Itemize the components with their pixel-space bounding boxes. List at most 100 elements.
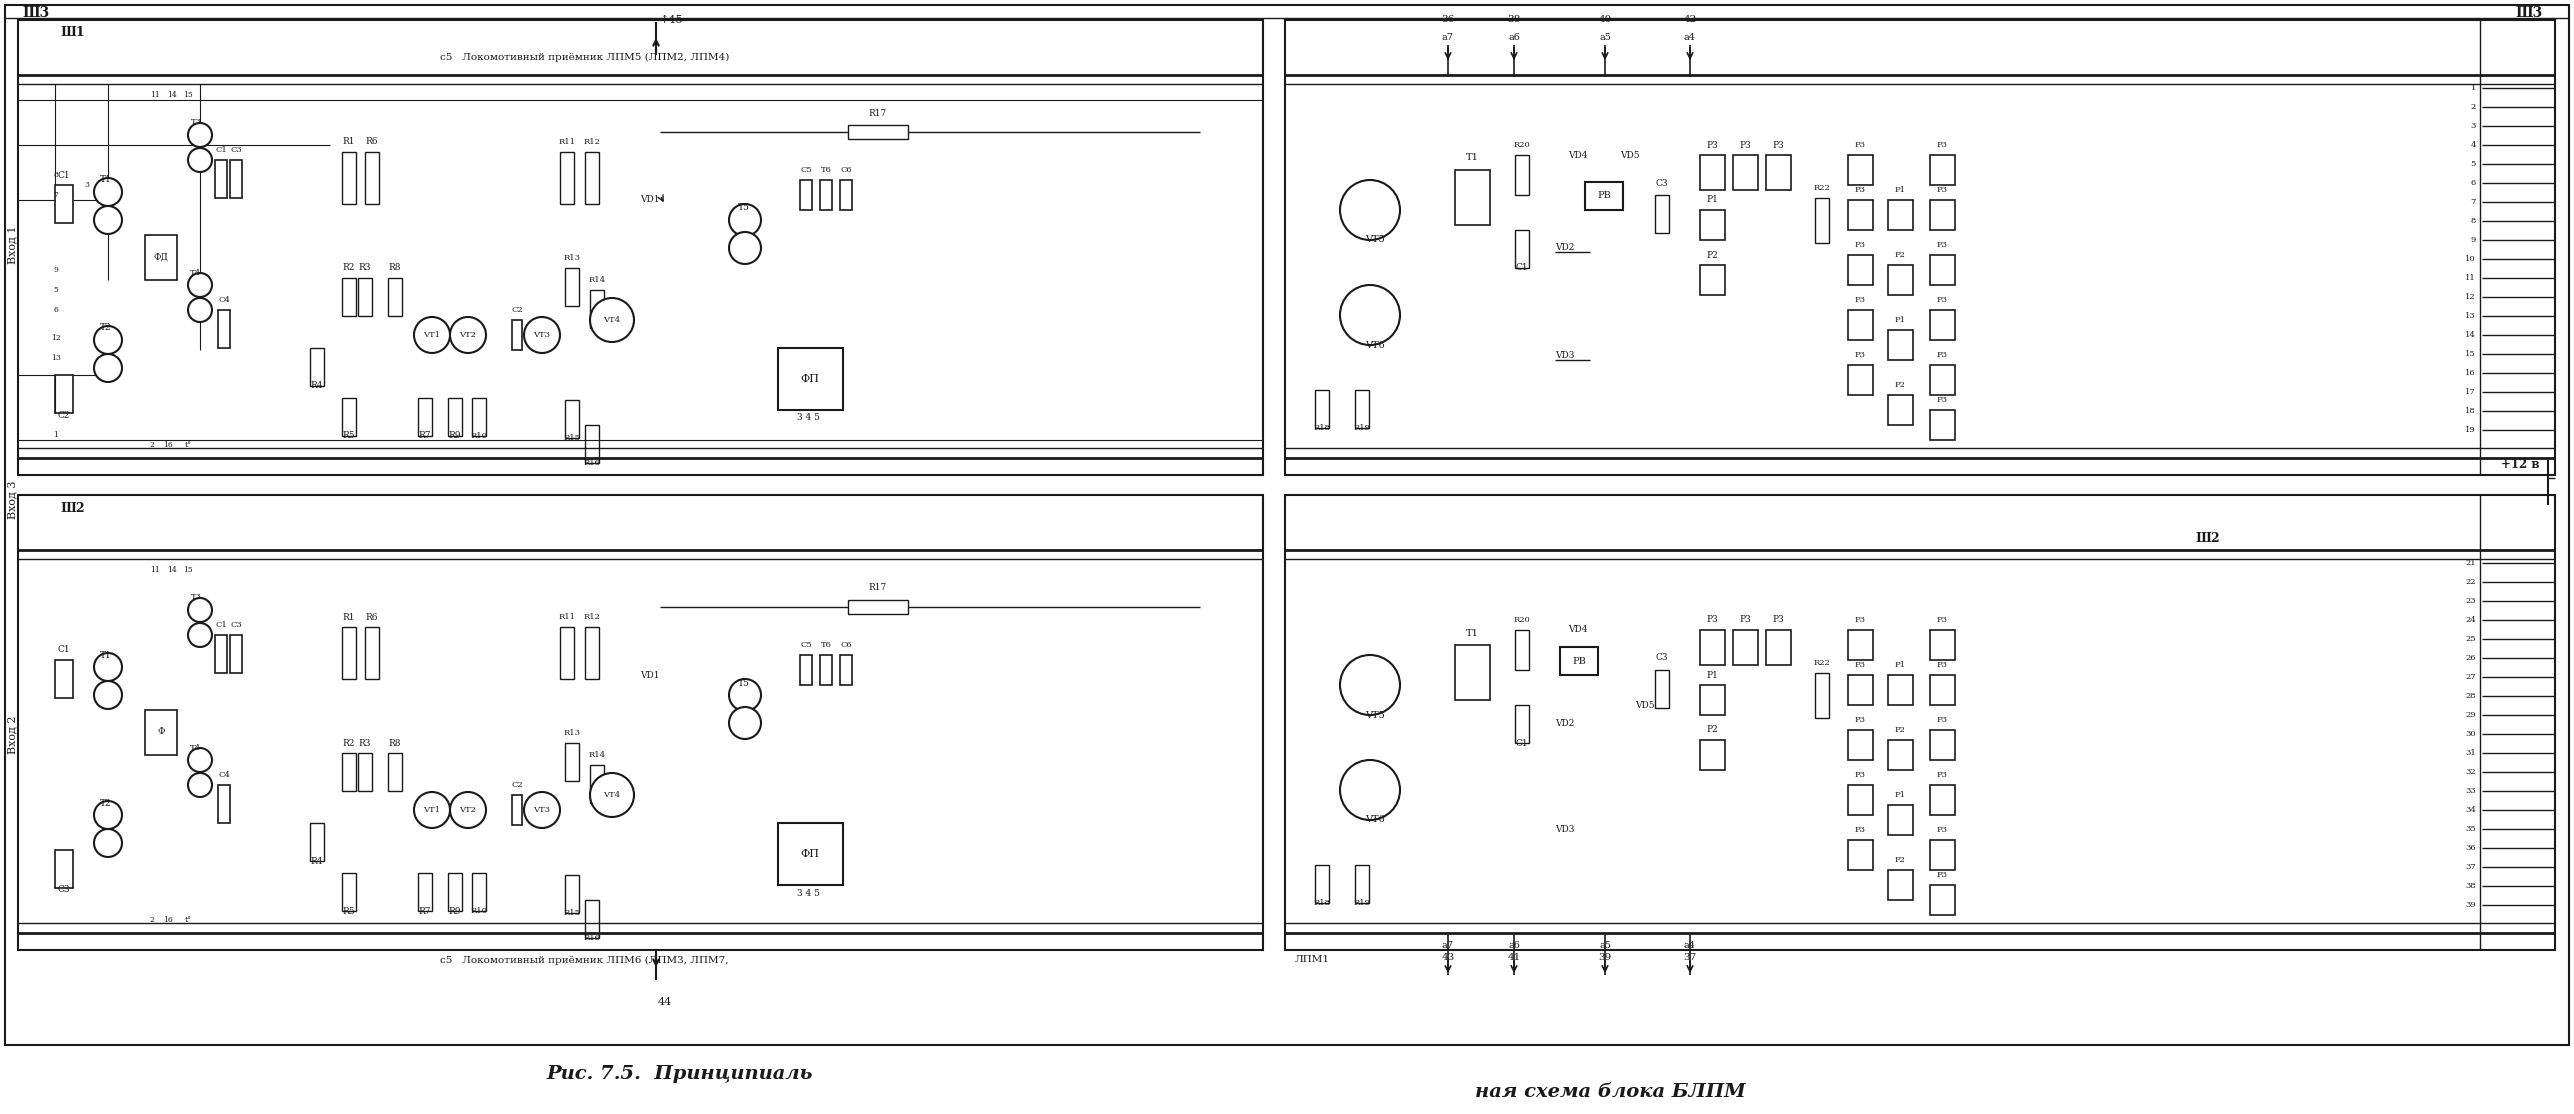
Bar <box>1848 840 1874 870</box>
Bar <box>1930 255 1956 285</box>
Text: 12: 12 <box>2466 293 2476 301</box>
Text: 13: 13 <box>2466 312 2476 320</box>
Bar <box>1516 229 1529 268</box>
Text: P3: P3 <box>1740 140 1750 149</box>
Text: 13: 13 <box>51 354 62 362</box>
Bar <box>1699 631 1725 665</box>
Text: с5   Локомотивный приёмник ЛПМ6 (ЛПМ3, ЛПМ7,: с5 Локомотивный приёмник ЛПМ6 (ЛПМ3, ЛПМ… <box>440 956 728 965</box>
Text: T4: T4 <box>190 744 201 752</box>
Bar <box>1887 740 1912 770</box>
Text: R6: R6 <box>366 613 378 622</box>
Text: 31: 31 <box>2466 749 2476 758</box>
Text: P3: P3 <box>1936 241 1949 250</box>
Text: P3: P3 <box>1853 716 1866 724</box>
Text: 15: 15 <box>183 91 193 99</box>
Text: P3: P3 <box>1853 616 1866 624</box>
Text: 11: 11 <box>2466 274 2476 282</box>
Bar <box>1354 864 1369 903</box>
Circle shape <box>450 792 486 828</box>
Bar <box>1354 390 1369 428</box>
Text: 3 4 5: 3 4 5 <box>798 889 821 898</box>
Text: R9: R9 <box>448 907 461 916</box>
Bar <box>342 398 355 436</box>
Bar <box>847 125 909 139</box>
Text: R2: R2 <box>342 264 355 273</box>
Text: VT2: VT2 <box>461 807 476 814</box>
Text: VD3: VD3 <box>1555 351 1575 360</box>
Bar <box>1454 170 1490 225</box>
Bar <box>839 180 852 211</box>
Text: 33: 33 <box>2466 786 2476 795</box>
Text: а5: а5 <box>1598 940 1611 949</box>
Bar <box>1699 685 1725 715</box>
Text: 16: 16 <box>162 441 172 449</box>
Text: 42: 42 <box>1683 16 1696 25</box>
Bar <box>54 659 72 698</box>
Circle shape <box>188 299 211 322</box>
Text: 12: 12 <box>51 334 62 342</box>
Text: VT6: VT6 <box>1364 815 1385 824</box>
Bar <box>1284 20 2556 475</box>
Circle shape <box>95 653 121 681</box>
Bar <box>1732 155 1758 190</box>
Bar <box>1930 201 1956 229</box>
Text: 19: 19 <box>2466 426 2476 434</box>
Text: 17: 17 <box>2466 388 2476 395</box>
Bar <box>1930 631 1956 659</box>
Text: P2: P2 <box>1707 725 1717 734</box>
Text: P3: P3 <box>1853 825 1866 834</box>
Text: R22: R22 <box>1815 659 1830 667</box>
Text: R16: R16 <box>584 459 600 467</box>
Text: R7: R7 <box>420 907 432 916</box>
Text: ЛПМ1: ЛПМ1 <box>1295 956 1331 965</box>
Text: 44: 44 <box>659 997 672 1007</box>
Text: VT5: VT5 <box>1364 711 1385 720</box>
Text: P1: P1 <box>1894 316 1905 324</box>
Text: VT4: VT4 <box>602 791 620 799</box>
Bar <box>342 627 355 680</box>
Text: 9: 9 <box>2471 236 2476 244</box>
Text: R22: R22 <box>1815 184 1830 192</box>
Bar <box>1848 201 1874 229</box>
Bar <box>1887 805 1912 836</box>
Circle shape <box>728 232 762 264</box>
Text: P3: P3 <box>1936 616 1949 624</box>
Text: 21: 21 <box>2466 559 2476 567</box>
Text: VD1: VD1 <box>641 195 659 205</box>
Text: P2: P2 <box>1894 381 1905 389</box>
Text: 40: 40 <box>1598 16 1611 25</box>
Text: 11: 11 <box>149 91 160 99</box>
Bar <box>801 180 811 211</box>
Circle shape <box>525 317 561 353</box>
Text: 7: 7 <box>54 190 59 199</box>
Text: Ш3: Ш3 <box>23 6 49 20</box>
Text: C1: C1 <box>216 146 227 154</box>
Text: ная схема блока БЛПМ: ная схема блока БЛПМ <box>1475 1083 1745 1101</box>
Bar <box>1560 647 1598 675</box>
Text: 3: 3 <box>85 180 90 189</box>
Bar <box>1315 864 1328 903</box>
Bar <box>1848 365 1874 395</box>
Text: 29: 29 <box>2466 711 2476 719</box>
Bar <box>1815 198 1830 243</box>
Text: C1: C1 <box>57 170 69 179</box>
Circle shape <box>95 681 121 709</box>
Bar <box>216 635 227 673</box>
Text: P3: P3 <box>1936 296 1949 304</box>
Text: 14: 14 <box>167 566 178 574</box>
Text: 3 4 5: 3 4 5 <box>798 413 821 422</box>
Bar <box>1699 155 1725 190</box>
Text: Ш2: Ш2 <box>59 501 85 515</box>
Text: R3: R3 <box>358 264 371 273</box>
Text: P3: P3 <box>1771 140 1784 149</box>
Bar <box>589 765 605 803</box>
Text: 1: 1 <box>54 431 59 439</box>
Text: T1: T1 <box>1465 154 1477 163</box>
Text: P2: P2 <box>1894 856 1905 864</box>
Bar <box>219 785 229 823</box>
Text: Ш2: Ш2 <box>2196 531 2219 545</box>
Circle shape <box>95 829 121 857</box>
Text: Рис. 7.5.  Принципиаль: Рис. 7.5. Принципиаль <box>546 1065 813 1083</box>
Text: P1: P1 <box>1894 186 1905 194</box>
Bar <box>566 874 579 913</box>
